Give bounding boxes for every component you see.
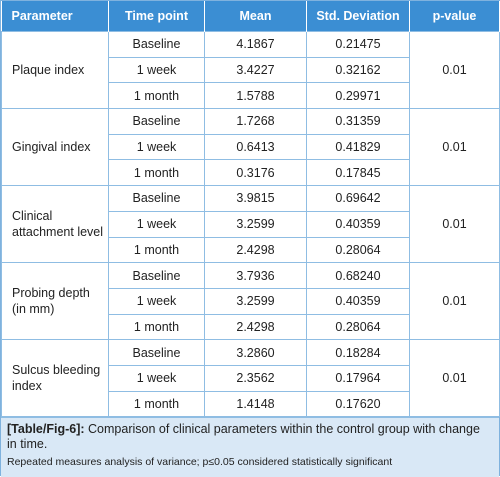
mean-cell: 1.7268 (204, 108, 307, 135)
time-point-cell: 1 month (108, 313, 205, 341)
parameter-cell: Plaque index (1, 30, 109, 110)
sd-cell: 0.28064 (306, 236, 410, 264)
time-point-cell: Baseline (108, 108, 205, 135)
table-row: 1 week 0.6413 0.41829 (2, 133, 500, 161)
caption-text: Comparison of clinical parameters within… (7, 422, 480, 452)
sd-cell: 0.28064 (306, 313, 410, 341)
time-point-cell: Baseline (108, 185, 205, 212)
time-point-cell: 1 month (108, 390, 205, 418)
mean-cell: 2.4298 (204, 313, 307, 341)
column-header: Mean (204, 1, 307, 32)
parameter-cell: Gingival index (1, 108, 109, 187)
p-value-cell: 0.01 (409, 262, 500, 341)
caption-main: [Table/Fig-6]: Comparison of clinical pa… (7, 422, 493, 452)
table-row: 1 month 1.5788 0.29971 (2, 82, 500, 110)
table-row: Clinical attachment level Baseline 3.9815 0… (1, 185, 500, 264)
sd-cell: 0.18284 (306, 339, 410, 366)
table-row: 1 month 2.4298 0.28064 (2, 313, 500, 341)
sd-cell: 0.69642 (306, 185, 410, 212)
table-row: Sulcus bleeding index Baseline 3.2860 0.182… (1, 339, 500, 418)
sd-cell: 0.32162 (306, 56, 410, 84)
table-row: 1 month 1.4148 0.17620 (2, 390, 500, 418)
mean-cell: 4.1867 (204, 31, 307, 58)
time-point-cell: 1 week (108, 133, 205, 161)
sd-cell: 0.31359 (306, 108, 410, 135)
table-row: 1 month 2.4298 0.28064 (2, 236, 500, 264)
p-value-cell: 0.01 (409, 108, 500, 187)
parameter-cell: Probing depth (in mm) (1, 262, 109, 341)
sd-cell: 0.68240 (306, 262, 410, 289)
parameter-cell: Sulcus bleeding index (1, 339, 109, 418)
mean-cell: 3.4227 (204, 56, 307, 84)
time-point-cell: Baseline (108, 262, 205, 289)
table-row: 1 week 3.2599 0.40359 (2, 210, 500, 238)
mean-cell: 3.7936 (204, 262, 307, 289)
time-point-cell: 1 week (108, 210, 205, 238)
data-table: Parameter Time point Mean Std. Deviation p-v… (1, 1, 500, 418)
mean-cell: 1.4148 (204, 390, 307, 418)
parameter-cell: Clinical attachment level (1, 185, 109, 264)
table-row: 1 week 3.2599 0.40359 (2, 287, 500, 315)
caption: [Table/Fig-6]: Comparison of clinical pa… (1, 417, 499, 477)
time-point-cell: 1 month (108, 236, 205, 264)
sd-cell: 0.40359 (306, 210, 410, 238)
p-value-cell: 0.01 (409, 30, 500, 110)
header-row: Parameter Time point Mean Std. Deviation p-v… (1, 1, 500, 32)
time-point-cell: 1 month (108, 82, 205, 110)
mean-cell: 2.4298 (204, 236, 307, 264)
caption-note: Repeated measures analysis of variance; … (7, 456, 393, 469)
time-point-cell: 1 week (108, 56, 205, 84)
sd-cell: 0.17845 (306, 159, 410, 187)
p-value-cell: 0.01 (409, 185, 500, 264)
sd-cell: 0.17620 (306, 390, 410, 418)
mean-cell: 0.3176 (204, 159, 307, 187)
table-row: 1 week 2.3562 0.17964 (2, 364, 500, 392)
mean-cell: 1.5788 (204, 82, 307, 110)
sd-cell: 0.29971 (306, 82, 410, 110)
mean-cell: 2.3562 (204, 364, 307, 392)
mean-cell: 3.2599 (204, 210, 307, 238)
table-row: Plaque index Baseline 4.1867 0.21475 0.01 (1, 30, 500, 110)
mean-cell: 0.6413 (204, 133, 307, 161)
sd-cell: 0.41829 (306, 133, 410, 161)
mean-cell: 3.2599 (204, 287, 307, 315)
sd-cell: 0.40359 (306, 287, 410, 315)
mean-cell: 3.2860 (204, 339, 307, 366)
table-row: 1 month 0.3176 0.17845 (2, 159, 500, 187)
table-row: 1 week 3.4227 0.32162 (2, 56, 500, 84)
time-point-cell: Baseline (108, 339, 205, 366)
sd-cell: 0.21475 (306, 31, 410, 58)
column-header: Std. Deviation (306, 1, 410, 32)
time-point-cell: 1 week (108, 364, 205, 392)
mean-cell: 3.9815 (204, 185, 307, 212)
time-point-cell: 1 month (108, 159, 205, 187)
column-header: Time point (108, 1, 205, 32)
table-body: Plaque index Baseline 4.1867 0.21475 0.01 1 w… (1, 30, 500, 418)
column-header: Parameter (1, 1, 109, 32)
table-row: Probing depth (in mm) Baseline 3.7936 0.682… (1, 262, 500, 341)
table-row: Gingival index Baseline 1.7268 0.31359 0.01 (1, 108, 500, 187)
sd-cell: 0.17964 (306, 364, 410, 392)
column-header: p-value (409, 1, 500, 32)
caption-label: [Table/Fig-6]: (7, 422, 85, 437)
time-point-cell: Baseline (108, 31, 205, 58)
p-value-cell: 0.01 (409, 339, 500, 418)
time-point-cell: 1 week (108, 287, 205, 315)
